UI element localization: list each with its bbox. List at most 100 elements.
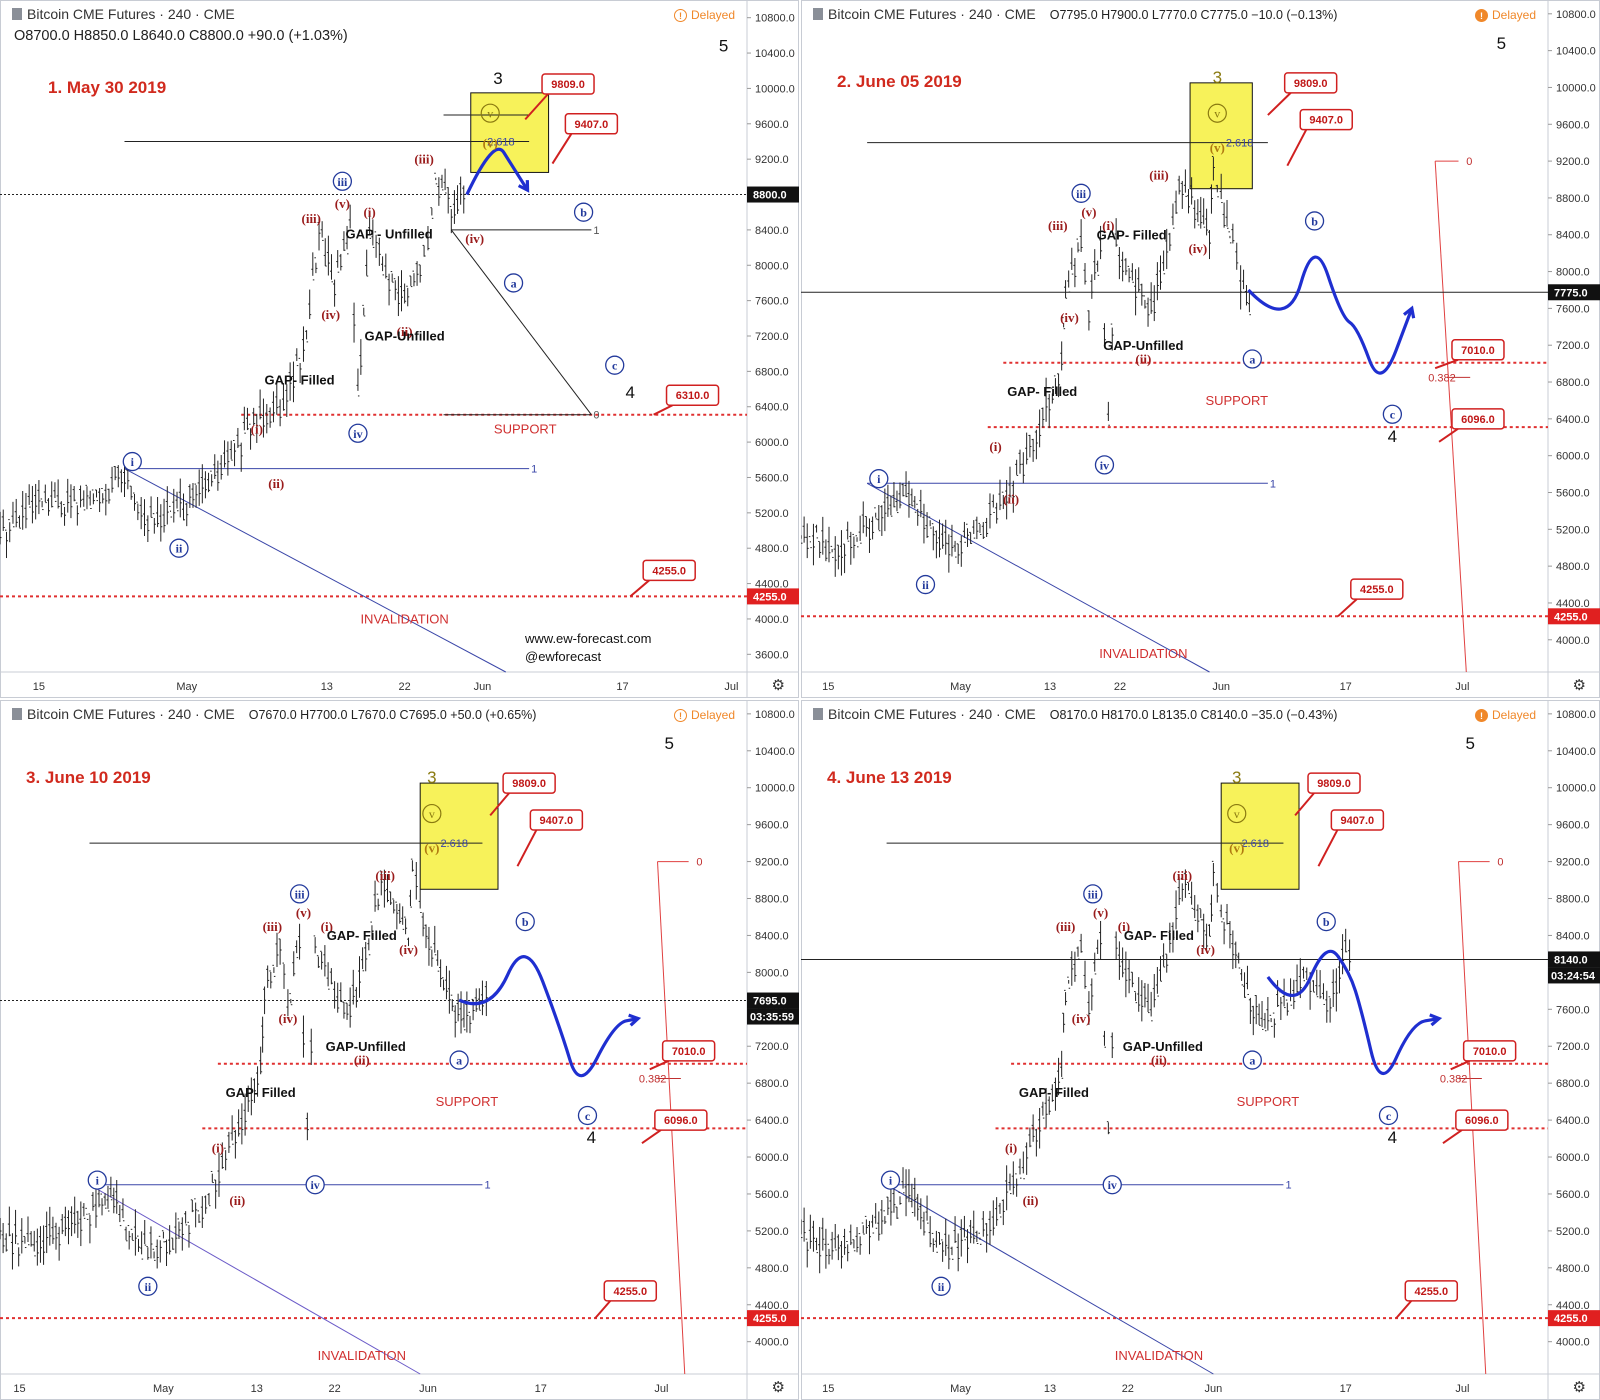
price-tag-box [603,1280,658,1302]
price-tag-value: 4255.0 [613,1286,647,1298]
price-tag-value: 7010.0 [1461,345,1495,357]
symbol-header[interactable]: Bitcoin CME Futures · 240 · CME O8170.0 H… [813,706,1337,722]
price-tag-box [1299,108,1353,131]
wave-label: (v) [1210,140,1225,155]
wave-degree-label: 4 [587,1128,596,1147]
settings-gear-icon[interactable]: ⚙ [771,677,785,694]
price-tag-box [1330,809,1385,831]
wave-label: (i) [1005,1140,1017,1155]
wave-label: i [96,1174,100,1188]
y-tick-label: 9200.0 [1556,857,1590,869]
x-tick-label: 13 [321,681,333,693]
last-price-value: 7695.0 [753,996,787,1008]
projection-line [1434,161,1467,673]
delayed-badge[interactable]: ! Delayed [674,8,735,22]
symbol-header[interactable]: Bitcoin CME Futures · 240 · CME [12,6,235,22]
warning-icon: ! [1475,709,1488,722]
wave-degree-label: 5 [664,734,673,753]
y-tick-label: 6800.0 [1556,1078,1590,1090]
x-tick-label: 17 [1340,681,1352,693]
x-tick-label: Jun [474,681,492,693]
wave-label: v [1214,107,1220,121]
chart-canvas[interactable]: 4000.0 4400.0 4800.0 5200.0 5600.0 6000.0 6400… [801,0,1600,698]
wave-label: iii [337,175,348,189]
wave-degree-label: 3 [493,69,502,88]
fib-label: 2.618 [1241,838,1269,850]
delayed-badge[interactable]: ! Delayed [674,708,735,722]
y-tick-label: 6400.0 [1556,1115,1590,1127]
y-tick-label: 6400.0 [755,1115,789,1127]
fib-label: 0.382 [1440,1074,1468,1086]
price-tag-value: 7010.0 [1473,1046,1507,1058]
y-tick-label: 5200.0 [1556,1226,1590,1238]
x-tick-label: 13 [251,1383,263,1395]
y-tick-label: 5200.0 [755,1226,789,1238]
price-tag-pointer [516,829,538,867]
wave-label: (iv) [465,231,484,246]
ohlc-readout: O7670.0 H7700.0 L7670.0 C7695.0 +50.0 (+… [248,708,537,722]
ohlc-readout: O7795.0 H7900.0 L7770.0 C7775.0 −10.0 (−… [1049,8,1338,22]
settings-gear-icon[interactable]: ⚙ [771,1379,785,1396]
wave-label: (v) [296,905,311,920]
fib-label: 1 [484,1180,490,1192]
x-tick-label: Jun [1212,681,1230,693]
delayed-badge[interactable]: ! Delayed [1475,708,1536,722]
wave-marker [1207,103,1227,123]
y-tick-label: 8400.0 [755,930,789,942]
projected-path [1247,255,1414,375]
target-box [1189,82,1253,190]
wave-label: (iii) [375,868,395,883]
symbol-header[interactable]: Bitcoin CME Futures · 240 · CME O7670.0 H… [12,706,536,722]
wave-label: (iv) [399,942,418,957]
price-tag-box [1451,408,1505,430]
wave-label: (ii) [1151,1053,1167,1068]
y-tick-label: 8400.0 [1556,230,1590,242]
target-box [419,782,499,890]
delayed-badge[interactable]: ! Delayed [1475,8,1536,22]
wave-label: c [1386,1109,1392,1123]
last-price-tag [747,186,799,203]
wave-label: b [522,915,529,929]
wave-label: (v) [1081,204,1096,219]
y-tick-label: 7200.0 [1556,340,1590,352]
y-tick-label: 6000.0 [755,1152,789,1164]
ohlc-readout: O8700.0 H8850.0 L8640.0 C8800.0 +90.0 (+… [14,28,348,44]
delayed-label: Delayed [1492,8,1537,22]
wave-label: (ii) [229,1193,245,1208]
zone-label: SUPPORT [1205,393,1268,408]
chart-canvas[interactable]: 4000.0 4400.0 4800.0 5200.0 5600.0 6000.0 6400… [0,700,799,1400]
wave-label: (i) [321,919,333,934]
symbol-label: Bitcoin CME Futures · 240 · CME [828,6,1036,22]
chart-canvas[interactable]: 3600.0 4000.0 4400.0 4800.0 5200.0 5600.0 6000… [0,0,799,698]
settings-gear-icon[interactable]: ⚙ [1572,1379,1586,1396]
price-tag-pointer [641,1129,662,1145]
y-tick-label: 5200.0 [1556,524,1590,536]
x-tick-label: May [153,1383,174,1395]
symbol-label: Bitcoin CME Futures · 240 · CME [27,706,235,722]
watermark-handle: @ewforecast [525,649,602,664]
wave-marker [87,1170,107,1190]
y-tick-label: 4800.0 [755,543,789,555]
price-tag-box [654,1109,708,1131]
wave-label: b [580,206,587,220]
wave-label: (iv) [1196,942,1215,957]
wave-label: a [1249,1054,1255,1068]
wave-label: (iii) [1056,919,1076,934]
zone-label: SUPPORT [436,1094,499,1109]
projection-label: 0 [1497,857,1503,869]
y-tick-label: 9600.0 [1556,119,1590,131]
wave-label: (iv) [1188,241,1207,256]
y-tick-label: 7600.0 [755,296,789,308]
gap-note: GAP- Filled [327,928,397,943]
projected-path-arrowhead [1402,305,1416,319]
wave-marker [573,202,594,222]
x-tick-label: Jul [724,681,738,693]
zone-label: SUPPORT [494,421,557,436]
y-tick-label: 5200.0 [755,508,789,520]
price-tag-value: 9809.0 [512,778,546,790]
settings-gear-icon[interactable]: ⚙ [1572,677,1586,694]
wave-label: b [1311,214,1318,228]
symbol-header[interactable]: Bitcoin CME Futures · 240 · CME O7795.0 H… [813,6,1337,22]
y-tick-label: 6400.0 [1556,414,1590,426]
chart-canvas[interactable]: 4000.0 4400.0 4800.0 5200.0 5600.0 6000.0 6400… [801,700,1600,1400]
